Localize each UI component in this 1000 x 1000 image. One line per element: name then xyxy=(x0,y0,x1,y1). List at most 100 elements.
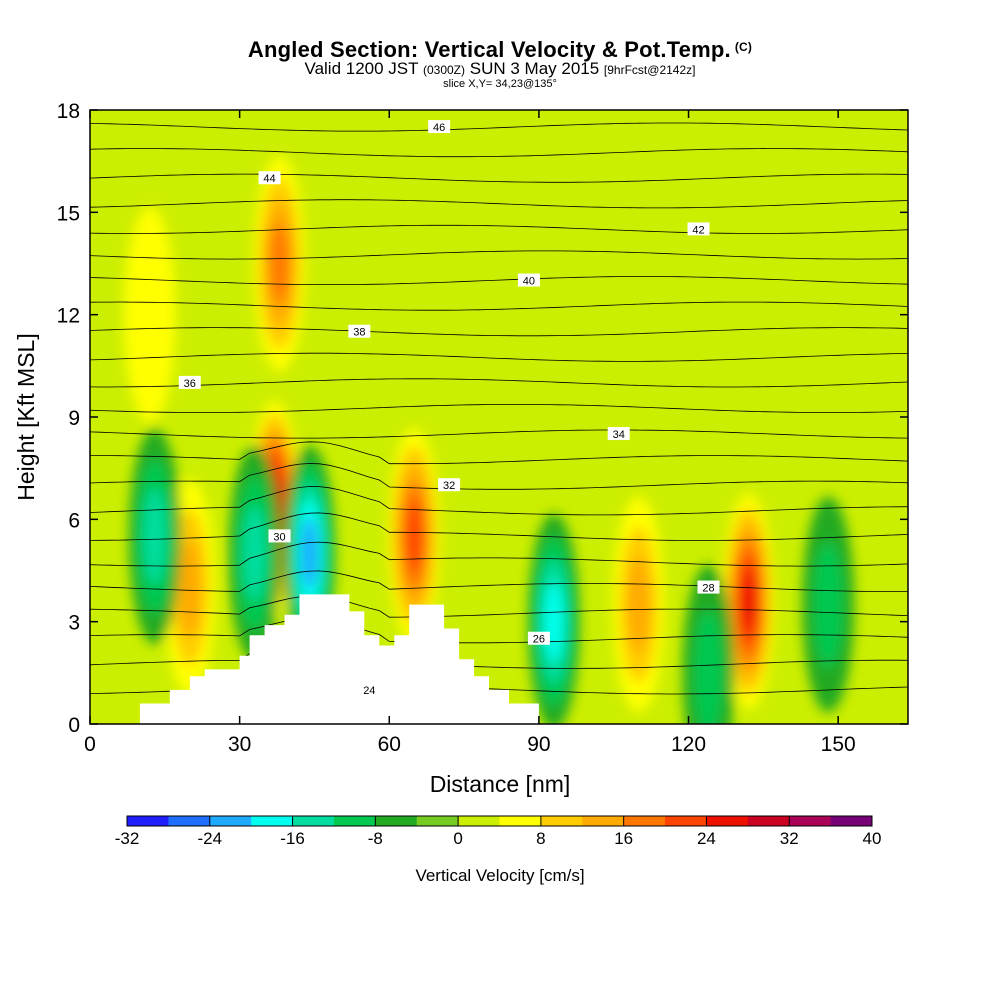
theta-contour xyxy=(90,148,908,158)
theta-contour xyxy=(90,276,908,286)
colorbar-tick-label: 32 xyxy=(780,829,799,848)
velocity-cell xyxy=(270,223,290,304)
colorbar-swatch xyxy=(789,816,832,826)
y-axis-label: Height [Kft MSL] xyxy=(13,333,39,500)
theta-contour-label: 24 xyxy=(363,685,375,697)
colorbar-swatch xyxy=(458,816,500,826)
colorbar-swatch xyxy=(623,816,666,826)
theta-contour xyxy=(90,617,908,644)
theta-contour-label: 34 xyxy=(613,429,625,441)
colorbar-swatch xyxy=(292,816,335,826)
theta-contours xyxy=(90,122,908,695)
velocity-cell xyxy=(123,206,176,423)
theta-contour xyxy=(90,570,908,592)
x-tick-label: 120 xyxy=(671,733,706,756)
theta-contour xyxy=(90,301,908,311)
theta-contour xyxy=(90,639,908,669)
colorbar-tick-label: 40 xyxy=(863,829,882,848)
colorbar-swatch xyxy=(706,816,749,826)
x-tick-label: 90 xyxy=(527,733,550,756)
velocity-cell xyxy=(627,556,650,653)
theta-contour-label: 38 xyxy=(353,327,365,339)
velocity-cell xyxy=(544,581,564,663)
chart-title-text: Angled Section: Vertical Velocity & Pot.… xyxy=(247,37,731,62)
theta-contour xyxy=(90,463,908,490)
theta-contour-label-bg xyxy=(428,120,451,134)
x-tick-label: 150 xyxy=(821,733,856,756)
theta-contour-label-bg xyxy=(348,324,371,338)
colorbar-tick-label: 16 xyxy=(614,829,633,848)
theta-contour xyxy=(90,441,908,465)
colorbar-swatch xyxy=(168,816,211,826)
theta-contour-label-bg xyxy=(517,273,540,287)
theta-contour-label: 44 xyxy=(263,173,275,185)
theta-contour-label-bg xyxy=(358,682,381,696)
theta-contour xyxy=(90,541,908,567)
theta-contour xyxy=(90,199,908,209)
theta-contour-label: 36 xyxy=(184,378,196,390)
theta-contour-label-bg xyxy=(268,529,291,543)
theta-contour-label: 46 xyxy=(433,122,445,134)
colorbar-label: Vertical Velocity [cm/s] xyxy=(415,866,584,885)
colorbar-swatch xyxy=(416,816,459,826)
colorbar-tick-label: -16 xyxy=(280,829,305,848)
theta-contour-label-bg xyxy=(178,375,201,389)
x-tick-label: 30 xyxy=(228,733,251,756)
colorbar-swatch xyxy=(540,816,583,826)
slice-info: slice X,Y= 34,23@135° xyxy=(443,78,557,90)
velocity-cell xyxy=(693,609,724,724)
theta-contour-label: 26 xyxy=(533,634,545,646)
y-tick-label: 0 xyxy=(68,714,80,737)
colorbar-tick-label: -8 xyxy=(368,829,383,848)
colorbar-swatch xyxy=(582,816,625,826)
colorbar-swatch xyxy=(375,816,418,826)
x-tick-label: 0 xyxy=(84,733,96,756)
forecast-info: [9hrFcst@2142z] xyxy=(603,63,696,77)
theta-contour-label-bg xyxy=(527,631,550,645)
x-tick-label: 60 xyxy=(378,733,401,756)
theta-contour-label: 30 xyxy=(273,531,285,543)
terrain xyxy=(139,594,539,724)
colorbar-swatch xyxy=(209,816,252,826)
velocity-cell xyxy=(301,517,318,590)
theta-contour-label-bg xyxy=(438,478,461,492)
theta-contour-label: 42 xyxy=(692,224,704,236)
velocity-cell xyxy=(178,539,202,636)
colorbar-swatch xyxy=(127,816,169,826)
chart-title-tag: (C) xyxy=(734,40,753,54)
theta-contour-label: 32 xyxy=(443,480,455,492)
chart-subtitle: Valid 1200 JST (0300Z) SUN 3 May 2015 [9… xyxy=(0,59,1000,79)
theta-contour xyxy=(90,486,908,516)
theta-contour-labels: 24 26 28 30 32 34 36 38 40 42 44 46 xyxy=(178,120,720,697)
theta-contour-label-bg xyxy=(258,171,281,185)
velocity-cell xyxy=(813,541,844,668)
theta-contour-label-bg xyxy=(607,427,630,441)
velocity-cell xyxy=(740,568,757,635)
vertical-velocity-field xyxy=(123,155,855,724)
theta-contour xyxy=(90,122,908,132)
colorbar: -32 -24 -16 -8 0 8 16 24 32 40 xyxy=(115,815,882,848)
velocity-cell xyxy=(405,500,423,573)
colorbar-tick-label: -24 xyxy=(197,829,222,848)
theta-contour xyxy=(90,378,908,388)
theta-contour xyxy=(90,403,908,414)
theta-contour xyxy=(90,224,908,234)
colorbar-swatch xyxy=(747,816,790,826)
colorbar-tick-label: 0 xyxy=(453,829,462,848)
y-tick-label: 9 xyxy=(68,407,80,430)
chart-title: Angled Section: Vertical Velocity & Pot.… xyxy=(0,37,1000,63)
y-tick-label: 15 xyxy=(57,202,80,225)
colorbar-tick-label: 24 xyxy=(697,829,716,848)
theta-contour xyxy=(90,352,908,362)
theta-contour xyxy=(90,327,908,337)
theta-contour-label-bg xyxy=(697,580,720,594)
colorbar-swatch xyxy=(251,816,294,826)
y-tick-label: 18 xyxy=(57,100,80,123)
theta-contour xyxy=(90,173,908,183)
colorbar-swatch xyxy=(830,816,873,826)
colorbar-swatch xyxy=(499,816,542,826)
theta-contour xyxy=(90,595,908,618)
theta-contour-label: 40 xyxy=(523,276,535,288)
